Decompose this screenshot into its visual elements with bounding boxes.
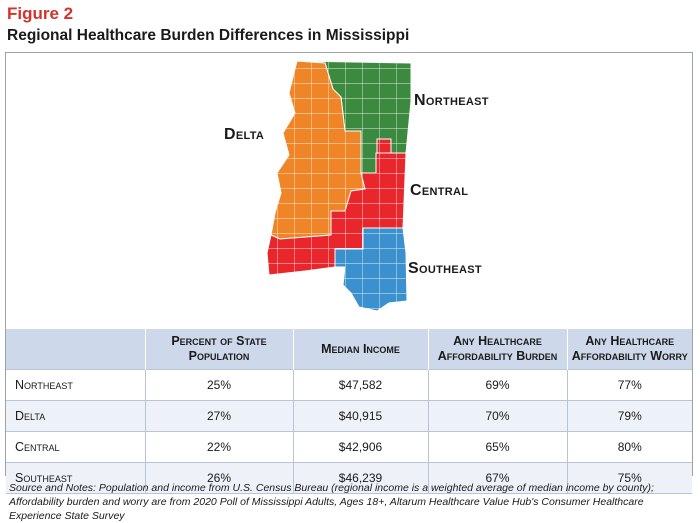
cell-population: 27% (144, 400, 293, 432)
cell-income: $40,915 (292, 400, 428, 432)
header-worry: Any Healthcare Affordability Worry (566, 329, 692, 370)
cell-region: Central (6, 431, 145, 463)
table-row: Delta 27% $40,915 70% 79% (6, 400, 692, 432)
cell-population: 25% (144, 369, 293, 401)
region-stats-table: Percent of State Population Median Incom… (6, 329, 692, 494)
table-row: Northeast 25% $47,582 69% 77% (6, 369, 692, 401)
label-central: Central (410, 182, 469, 199)
cell-worry: 79% (566, 400, 692, 432)
cell-region: Northeast (6, 369, 145, 401)
cell-burden: 70% (427, 400, 567, 432)
cell-region: Delta (6, 400, 145, 432)
table-row: Central 22% $42,906 65% 80% (6, 431, 692, 463)
mississippi-region-map (266, 60, 412, 312)
header-region (6, 329, 145, 370)
table-header-row: Percent of State Population Median Incom… (6, 329, 692, 370)
cell-income: $42,906 (292, 431, 428, 463)
cell-income: $46,239 (292, 462, 428, 494)
county-lines (267, 61, 411, 311)
label-northeast: Northeast (414, 92, 489, 109)
source-notes: Source and Notes: Population and income … (9, 482, 654, 522)
figure-title: Regional Healthcare Burden Differences i… (7, 27, 410, 44)
cell-worry: 80% (566, 431, 692, 463)
label-southeast: Southeast (408, 260, 482, 277)
header-burden: Any Healthcare Affordability Burden (427, 329, 567, 370)
header-population: Percent of State Population (144, 329, 293, 370)
cell-population: 22% (144, 431, 293, 463)
cell-burden: 69% (427, 369, 567, 401)
cell-worry: 75% (566, 462, 692, 494)
cell-burden: 65% (427, 431, 567, 463)
cell-worry: 77% (566, 369, 692, 401)
cell-burden: 67% (427, 462, 567, 494)
table-row: Southeast 26% $46,239 67% 75% (6, 462, 692, 494)
cell-population: 26% (144, 462, 293, 494)
label-delta: Delta (224, 126, 265, 143)
cell-income: $47,582 (292, 369, 428, 401)
figure-label: Figure 2 (7, 4, 74, 23)
header-income: Median Income (292, 329, 428, 370)
cell-region: Southeast (6, 462, 145, 494)
